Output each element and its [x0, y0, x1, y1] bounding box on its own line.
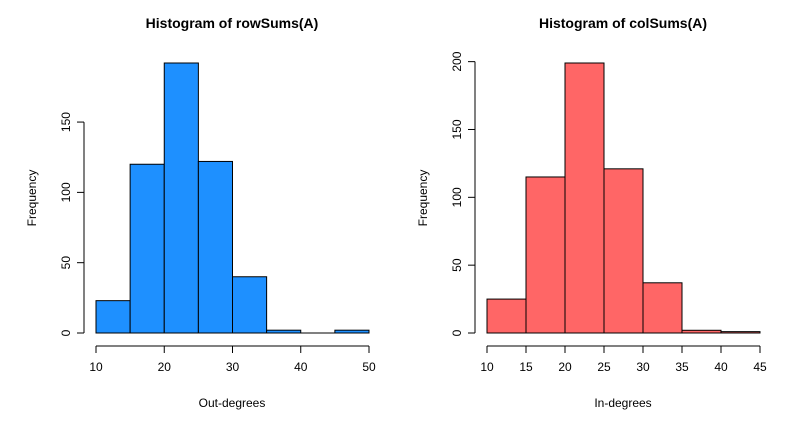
x-tick-label: 40	[294, 360, 308, 374]
x-tick-label: 10	[89, 360, 103, 374]
histogram-bar	[232, 276, 268, 334]
y-axis-label: Frequency	[25, 170, 39, 227]
x-axis-label: Out-degrees	[199, 396, 266, 410]
y-tick-label: 0	[59, 329, 73, 336]
axes: 10 20 30 40 50 0 50 100 150	[59, 112, 376, 374]
x-tick-label: 30	[226, 360, 240, 374]
axes: 10 15 20 25 30 35 40 45 0 50 100 150 200	[450, 51, 767, 374]
x-tick-label: 25	[597, 360, 611, 374]
y-tick-label: 100	[59, 182, 73, 202]
histogram-out-degrees: Histogram of rowSums(A) Out-degrees Freq…	[25, 15, 376, 410]
x-tick-label: 30	[636, 360, 650, 374]
histogram-bar	[95, 300, 131, 334]
x-tick-label: 45	[753, 360, 767, 374]
bars	[486, 62, 761, 334]
y-tick-label: 150	[450, 119, 464, 139]
chart-title: Histogram of colSums(A)	[539, 15, 707, 31]
histogram-bar	[266, 329, 302, 334]
y-tick-label: 50	[59, 256, 73, 270]
y-tick-label: 100	[450, 187, 464, 207]
x-tick-label: 20	[158, 360, 172, 374]
histogram-bar	[720, 331, 761, 334]
chart-title: Histogram of rowSums(A)	[146, 15, 319, 31]
x-axis-label: In-degrees	[594, 396, 651, 410]
bars	[95, 62, 370, 334]
x-tick-label: 50	[362, 360, 376, 374]
y-axis-label: Frequency	[416, 170, 430, 227]
histogram-in-degrees: Histogram of colSums(A) In-degrees Frequ…	[416, 15, 767, 410]
y-tick-label: 200	[450, 51, 464, 71]
x-tick-label: 10	[480, 360, 494, 374]
y-tick-label: 50	[450, 258, 464, 272]
x-tick-label: 40	[714, 360, 728, 374]
y-tick-label: 150	[59, 112, 73, 132]
histogram-bar	[334, 329, 370, 334]
histogram-bar	[129, 163, 165, 334]
histogram-bar	[163, 62, 199, 334]
histogram-bar	[525, 176, 566, 334]
x-tick-label: 20	[558, 360, 572, 374]
x-tick-label: 35	[675, 360, 689, 374]
histogram-bar	[486, 298, 527, 334]
histogram-bar	[603, 168, 644, 334]
histogram-bar	[642, 282, 683, 334]
histogram-bar	[564, 62, 605, 334]
histogram-bar	[197, 160, 233, 334]
x-tick-label: 15	[519, 360, 533, 374]
y-tick-label: 0	[450, 329, 464, 336]
histogram-bar	[681, 329, 722, 334]
